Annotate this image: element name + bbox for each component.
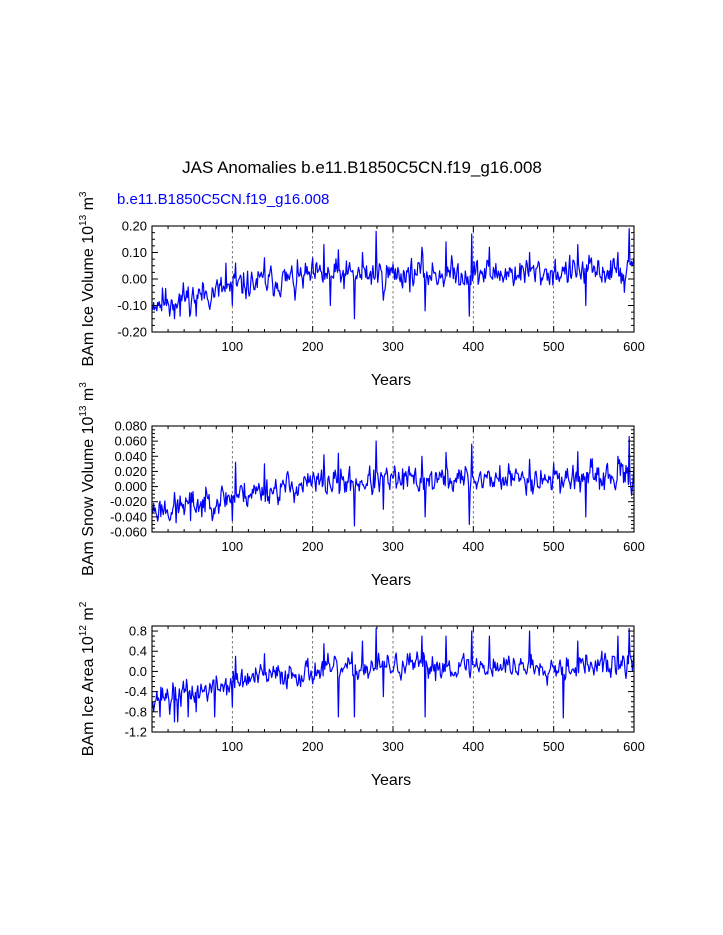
snow-volume-panel: -0.060-0.040-0.0200.0000.0200.0400.0600.… <box>78 382 645 589</box>
x-tick-label: 600 <box>623 739 645 754</box>
x-tick-label: 100 <box>221 739 243 754</box>
y-axis-title: BAm Ice Area 1012 m2 <box>78 601 97 756</box>
x-axis-title: Years <box>371 572 411 589</box>
y-tick-label: 0.8 <box>129 624 147 639</box>
x-axis-title: Years <box>371 372 411 389</box>
y-tick-label: -0.020 <box>110 494 147 509</box>
series-line <box>152 228 634 320</box>
x-tick-label: 600 <box>623 339 645 354</box>
y-axis-title: BAm Ice Volume 1013 m3 <box>78 191 97 366</box>
series-line <box>152 627 634 723</box>
y-tick-label: -0.20 <box>117 325 147 340</box>
x-tick-label: 500 <box>543 339 565 354</box>
y-tick-label: 0.040 <box>114 449 147 464</box>
x-tick-label: 400 <box>462 339 484 354</box>
x-tick-label: 400 <box>462 739 484 754</box>
x-tick-label: 500 <box>543 739 565 754</box>
y-tick-label: 0.080 <box>114 419 147 434</box>
x-axis-title: Years <box>371 772 411 789</box>
y-tick-label: 0.020 <box>114 464 147 479</box>
y-tick-label: -0.060 <box>110 525 147 540</box>
figure-title: JAS Anomalies b.e11.B1850C5CN.f19_g16.00… <box>182 158 542 177</box>
y-tick-label: 0.0 <box>129 664 147 679</box>
y-tick-label: 0.00 <box>122 272 147 287</box>
y-tick-label: -0.8 <box>125 704 147 719</box>
y-tick-label: 0.10 <box>122 245 147 260</box>
x-tick-label: 500 <box>543 539 565 554</box>
x-tick-label: 200 <box>302 339 324 354</box>
case-label: b.e11.B1850C5CN.f19_g16.008 <box>117 191 329 208</box>
x-tick-label: 300 <box>382 539 404 554</box>
series-line <box>152 436 634 527</box>
y-tick-label: -0.4 <box>125 684 147 699</box>
y-tick-label: -1.2 <box>125 725 147 740</box>
x-tick-label: 200 <box>302 539 324 554</box>
y-tick-label: 0.000 <box>114 479 147 494</box>
ice-area-panel: -1.2 -0.8 -0.4 0.0 0.4 0.8 100 200 300 400 500 600 Y… <box>78 601 645 789</box>
x-tick-label: 400 <box>462 539 484 554</box>
x-tick-label: 600 <box>623 539 645 554</box>
y-tick-label: 0.20 <box>122 219 147 234</box>
y-axis-title: BAm Snow Volume 1013 m3 <box>78 382 97 576</box>
x-tick-label: 200 <box>302 739 324 754</box>
x-tick-label: 300 <box>382 339 404 354</box>
y-tick-label: 0.4 <box>129 644 147 659</box>
y-tick-label: -0.040 <box>110 509 147 524</box>
x-tick-label: 300 <box>382 739 404 754</box>
ice-volume-panel: -0.20 -0.10 0.00 0.10 0.20 100 200 300 400 500 600… <box>78 191 645 389</box>
x-tick-label: 100 <box>221 339 243 354</box>
x-tick-label: 100 <box>221 539 243 554</box>
y-tick-label: 0.060 <box>114 434 147 449</box>
y-tick-label: -0.10 <box>117 298 147 313</box>
